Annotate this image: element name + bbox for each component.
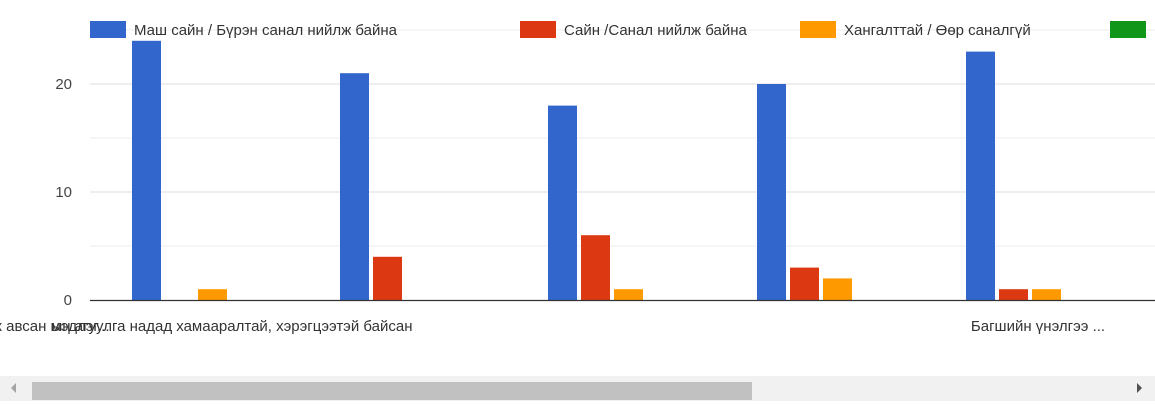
bar — [757, 84, 786, 300]
bar — [581, 235, 610, 300]
y-tick-label: 10 — [55, 184, 72, 201]
scroll-right-arrow-icon[interactable] — [1137, 383, 1142, 393]
scroll-thumb[interactable] — [32, 382, 752, 400]
horizontal-scrollbar[interactable] — [0, 376, 1155, 401]
legend-label: Хангалттай / Өөр саналгүй — [844, 22, 1031, 39]
legend: Маш сайн / Бүрэн санал нийлж байна Сайн /… — [90, 21, 1146, 39]
x-tick-label: Багшийн үнэлгээ ... — [971, 318, 1105, 335]
legend-label: Маш сайн / Бүрэн санал нийлж байна — [134, 22, 398, 39]
legend-swatch — [90, 21, 126, 38]
legend-swatch — [520, 21, 556, 38]
bars — [132, 40, 1061, 301]
legend-swatch — [1110, 21, 1146, 38]
bar — [966, 51, 995, 300]
axes: 0 10 20 ын агуулга надад хамааралтай, хэрэг… — [0, 76, 1155, 335]
bar — [823, 278, 852, 300]
x-tick-label: ын агуулга надад хамааралтай, хэрэгцээтэ… — [52, 318, 413, 335]
bar — [198, 289, 227, 300]
legend-label: Сайн /Санал нийлж байна — [564, 22, 747, 39]
legend-swatch — [800, 21, 836, 38]
gridlines — [90, 29, 1155, 247]
bar — [1032, 289, 1061, 300]
bar — [340, 73, 369, 300]
y-tick-label: 20 — [55, 76, 72, 93]
scroll-left-arrow-icon[interactable] — [11, 383, 16, 393]
bar — [373, 256, 402, 300]
bar — [132, 40, 161, 301]
y-tick-label: 0 — [64, 292, 72, 309]
bar — [790, 267, 819, 300]
bar — [999, 289, 1028, 300]
x-tick-label: Сургалтаар олж авсан мэдлэг... — [0, 318, 109, 335]
bar — [614, 289, 643, 300]
bar — [548, 105, 577, 300]
